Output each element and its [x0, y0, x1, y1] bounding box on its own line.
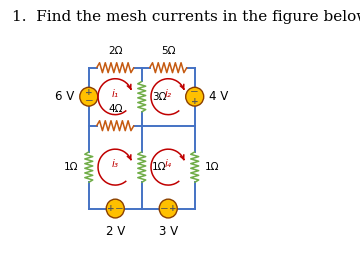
Text: 2 V: 2 V	[105, 225, 125, 238]
Text: i₃: i₃	[112, 159, 119, 169]
Text: i₁: i₁	[112, 89, 119, 99]
Text: 3Ω: 3Ω	[152, 92, 166, 102]
Text: +: +	[169, 204, 176, 213]
Circle shape	[159, 199, 177, 218]
Text: +: +	[191, 97, 198, 106]
Text: 6 V: 6 V	[55, 90, 74, 103]
Text: 1.  Find the mesh currents in the figure below.: 1. Find the mesh currents in the figure …	[12, 10, 360, 24]
Text: 1Ω: 1Ω	[205, 162, 219, 172]
Text: +: +	[85, 88, 93, 97]
Text: −: −	[159, 204, 168, 213]
Text: 4Ω: 4Ω	[108, 104, 122, 114]
Text: 3 V: 3 V	[159, 225, 178, 238]
Text: 1Ω: 1Ω	[152, 162, 166, 172]
Text: i₄: i₄	[165, 159, 172, 169]
Circle shape	[80, 87, 98, 106]
Text: −: −	[84, 96, 93, 106]
Text: 2Ω: 2Ω	[108, 46, 122, 56]
Circle shape	[106, 199, 124, 218]
Circle shape	[186, 87, 204, 106]
Text: 1Ω: 1Ω	[64, 162, 79, 172]
Text: −: −	[190, 87, 199, 97]
Text: 5Ω: 5Ω	[161, 46, 175, 56]
Text: +: +	[107, 204, 115, 213]
Text: i₂: i₂	[165, 89, 172, 99]
Text: −: −	[115, 204, 124, 213]
Text: 4 V: 4 V	[209, 90, 229, 103]
